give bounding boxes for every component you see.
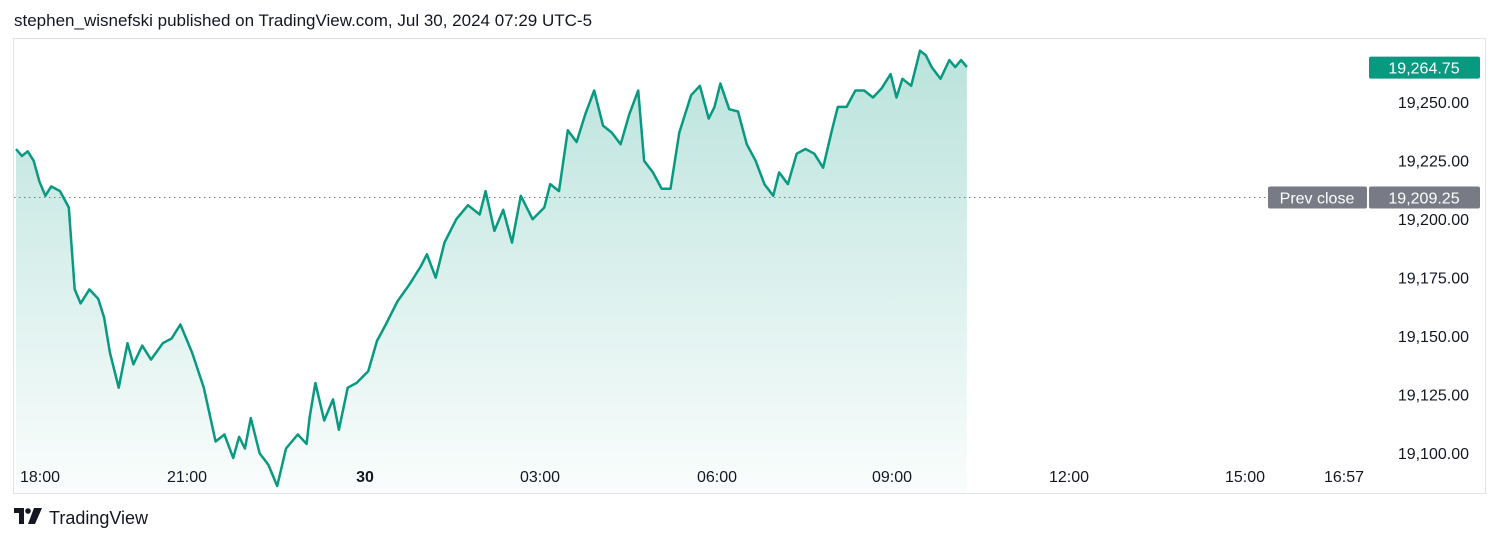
y-tick-label: 19,200.00 — [1398, 212, 1469, 229]
x-tick-label: 06:00 — [697, 469, 737, 486]
y-tick-label: 19,125.00 — [1398, 388, 1469, 405]
x-tick-label: 12:00 — [1049, 469, 1089, 486]
prev-close-label: Prev close — [1280, 191, 1355, 208]
y-tick-label: 19,100.00 — [1398, 446, 1469, 463]
y-tick-label: 19,150.00 — [1398, 329, 1469, 346]
chart-frame[interactable]: 19,100.00 19,125.00 19,150.00 19,175.00 19,2… — [13, 38, 1486, 494]
footer: TradingView — [14, 508, 148, 529]
last-price-label: 19,264.75 — [1388, 61, 1459, 78]
publisher-info: stephen_wisnefski published on TradingVi… — [14, 11, 593, 30]
prev-close-value-badge — [1369, 186, 1480, 209]
y-tick-label: 19,175.00 — [1398, 271, 1469, 288]
last-price-badge — [1369, 56, 1480, 79]
x-tick-label: 18:00 — [20, 469, 60, 486]
x-tick-label: 21:00 — [167, 469, 207, 486]
x-tick-label: 15:00 — [1225, 469, 1265, 486]
tradingview-logo-icon[interactable] — [14, 508, 42, 529]
x-tick-label: 09:00 — [872, 469, 912, 486]
prev-close-badge — [1268, 186, 1367, 209]
footer-brand[interactable]: TradingView — [49, 508, 149, 528]
price-line[interactable] — [15, 49, 968, 488]
price-chart[interactable]: 19,100.00 19,125.00 19,150.00 19,175.00 19,2… — [14, 39, 1485, 493]
price-area-fill — [16, 50, 967, 493]
x-tick-label: 30 — [356, 469, 374, 486]
prev-close-value-label: 19,209.25 — [1388, 191, 1459, 208]
x-tick-label: 03:00 — [520, 469, 560, 486]
y-tick-label: 19,225.00 — [1398, 154, 1469, 171]
x-tick-label: 16:57 — [1324, 469, 1364, 486]
y-tick-label: 19,250.00 — [1398, 95, 1469, 112]
